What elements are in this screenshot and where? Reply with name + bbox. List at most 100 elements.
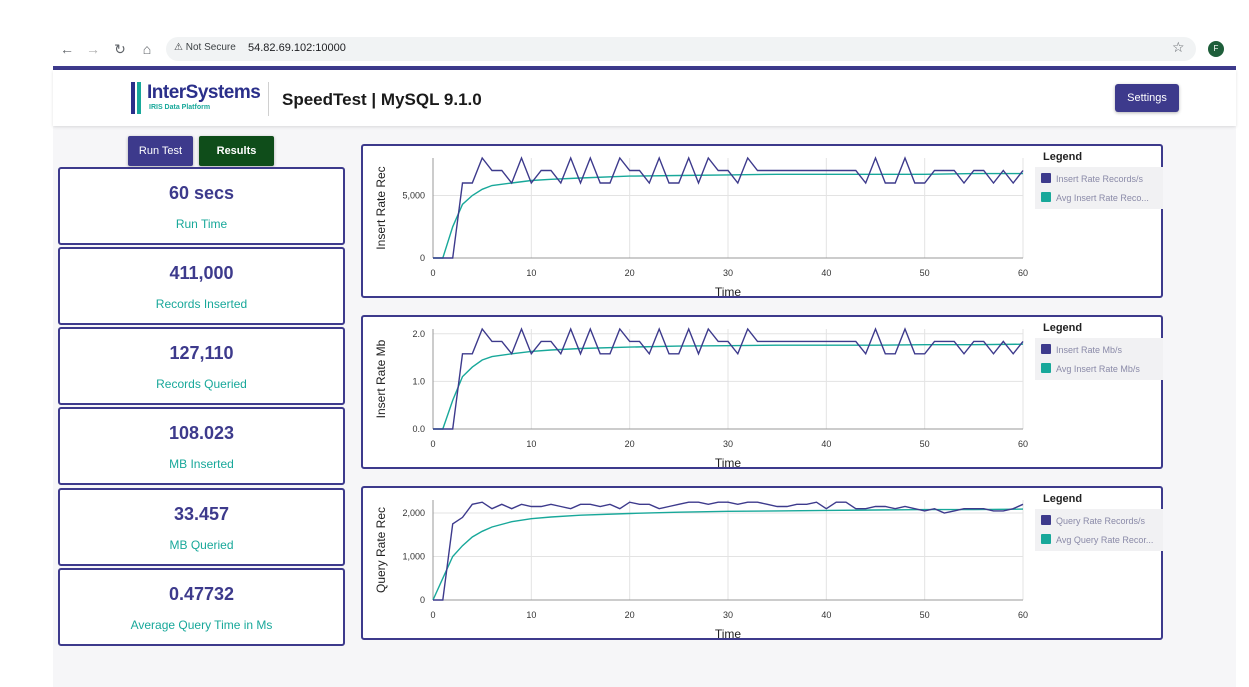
page-title: SpeedTest | MySQL 9.1.0 [282, 90, 482, 109]
legend-label[interactable]: Avg Query Rate Recor... [1056, 535, 1153, 545]
security-label: Not Secure [185, 42, 236, 53]
stat-label: Run Time [175, 217, 228, 231]
y-axis-label: Insert Rate Mb [374, 339, 388, 418]
y-axis-label: Query Rate Rec [374, 507, 388, 593]
profile-avatar[interactable]: F [1208, 41, 1224, 57]
stat-label: Average Query Time in Ms [130, 618, 273, 632]
x-tick-label: 0 [430, 610, 435, 620]
chart-svg: 0 10 20 30 40 50 60 0.0 1.0 2.0 Time Insert Rate Mb… [374, 322, 1163, 470]
legend-title: Legend [1043, 151, 1082, 163]
x-tick-label: 10 [526, 610, 536, 620]
y-tick-label: 2.0 [412, 329, 425, 339]
y-tick-label: 0 [420, 595, 425, 605]
y-tick-label: 1,000 [402, 552, 425, 562]
y-tick-label: 0 [420, 253, 425, 263]
legend-swatch[interactable] [1041, 534, 1051, 544]
y-tick-label: 5,000 [402, 191, 425, 201]
legend-label[interactable]: Avg Insert Rate Mb/s [1056, 364, 1140, 374]
x-tick-label: 0 [430, 268, 435, 278]
back-arrow-icon[interactable]: ← [60, 41, 74, 57]
stat-label: MB Queried [169, 538, 234, 552]
results-button[interactable]: Results [199, 136, 274, 166]
x-tick-label: 50 [920, 610, 930, 620]
stat-card-records-queried: 127,110 Records Queried [58, 327, 345, 405]
series-line [433, 156, 1024, 259]
stat-card-avg-query-time: 0.47732 Average Query Time in Ms [58, 568, 345, 646]
stat-label: MB Inserted [169, 457, 234, 471]
y-tick-label: 2,000 [402, 508, 425, 518]
chart-svg: 0 10 20 30 40 50 60 0 1,000 2,000 Time Query Rate R… [374, 493, 1163, 641]
legend-swatch[interactable] [1041, 192, 1051, 202]
legend-swatch[interactable] [1041, 173, 1051, 183]
x-tick-label: 10 [526, 268, 536, 278]
series-line [433, 501, 1024, 601]
series-line [433, 172, 1023, 259]
x-tick-label: 60 [1018, 610, 1028, 620]
logo-text: InterSystems [147, 82, 261, 103]
intersystems-logo-icon [131, 82, 143, 114]
legend-label[interactable]: Avg Insert Rate Reco... [1056, 193, 1149, 203]
stat-value: 108.023 [168, 423, 235, 443]
stat-label: Records Inserted [155, 297, 248, 311]
x-axis-label: Time [715, 285, 742, 299]
legend-label[interactable]: Insert Rate Mb/s [1056, 345, 1123, 355]
stat-card-records-inserted: 411,000 Records Inserted [58, 247, 345, 325]
x-axis-label: Time [715, 627, 742, 641]
chart-query-rate-records: 0 10 20 30 40 50 60 0 1,000 2,000 Time Query Rate R… [361, 486, 1163, 641]
series-line [433, 327, 1024, 430]
x-tick-label: 10 [526, 439, 536, 449]
app-frame: InterSystems IRIS Data Platform SpeedTes… [53, 66, 1236, 687]
x-tick-label: 30 [723, 439, 733, 449]
stat-card-run-time: 60 secs Run Time [58, 167, 345, 245]
legend-box [1035, 167, 1163, 209]
forward-arrow-icon[interactable]: → [86, 41, 100, 57]
x-axis-label: Time [715, 456, 742, 470]
x-tick-label: 50 [920, 268, 930, 278]
legend-label[interactable]: Insert Rate Records/s [1056, 174, 1144, 184]
y-axis-label: Insert Rate Rec [374, 166, 388, 249]
x-tick-label: 50 [920, 439, 930, 449]
x-tick-label: 30 [723, 610, 733, 620]
legend-title: Legend [1043, 493, 1082, 505]
x-tick-label: 40 [821, 268, 831, 278]
legend-title: Legend [1043, 322, 1082, 334]
warning-icon: ⚠ [174, 42, 183, 53]
series-line [433, 343, 1024, 430]
security-indicator[interactable]: ⚠ Not Secure [174, 42, 236, 53]
logo-subtitle: IRIS Data Platform [149, 104, 211, 111]
reload-icon[interactable]: ↻ [114, 41, 126, 57]
run-test-button[interactable]: Run Test [128, 136, 193, 166]
chart-svg: 0 10 20 30 40 50 60 0 5,000 Time Insert Rate Rec Le… [374, 151, 1163, 299]
app-header: InterSystems IRIS Data Platform SpeedTes… [53, 70, 1236, 126]
home-icon[interactable]: ⌂ [142, 41, 152, 57]
settings-button[interactable]: Settings [1115, 84, 1179, 112]
legend-swatch[interactable] [1041, 515, 1051, 525]
stat-value: 411,000 [169, 263, 234, 283]
legend-swatch[interactable] [1041, 344, 1051, 354]
x-tick-label: 30 [723, 268, 733, 278]
x-tick-label: 60 [1018, 439, 1028, 449]
legend-box [1035, 338, 1163, 380]
bookmark-star-icon[interactable]: ☆ [1172, 39, 1185, 55]
header-divider [268, 82, 269, 116]
legend-swatch[interactable] [1041, 363, 1051, 373]
y-tick-label: 1.0 [412, 376, 425, 386]
x-tick-label: 20 [625, 268, 635, 278]
x-tick-label: 0 [430, 439, 435, 449]
x-tick-label: 40 [821, 439, 831, 449]
x-tick-label: 40 [821, 610, 831, 620]
address-bar[interactable]: ⚠ Not Secure 54.82.69.102:10000 [166, 37, 1196, 61]
stat-card-mb-inserted: 108.023 MB Inserted [58, 407, 345, 485]
series-line [432, 508, 1024, 601]
url-text[interactable]: 54.82.69.102:10000 [248, 42, 346, 54]
chart-insert-rate-records: 0 10 20 30 40 50 60 0 5,000 Time Insert Rate Rec Le… [361, 144, 1163, 299]
stat-label: Records Queried [156, 377, 247, 391]
browser-toolbar: ← → ↻ ⌂ ⚠ Not Secure 54.82.69.102:10000 … [0, 0, 1249, 66]
chart-insert-rate-mb: 0 10 20 30 40 50 60 0.0 1.0 2.0 Time Insert Rate Mb… [361, 315, 1163, 470]
x-tick-label: 20 [625, 439, 635, 449]
y-tick-label: 0.0 [412, 424, 425, 434]
stat-value: 0.47732 [168, 584, 235, 604]
stat-value: 60 secs [168, 183, 235, 203]
legend-label[interactable]: Query Rate Records/s [1056, 516, 1146, 526]
stat-value: 33.457 [173, 504, 230, 524]
